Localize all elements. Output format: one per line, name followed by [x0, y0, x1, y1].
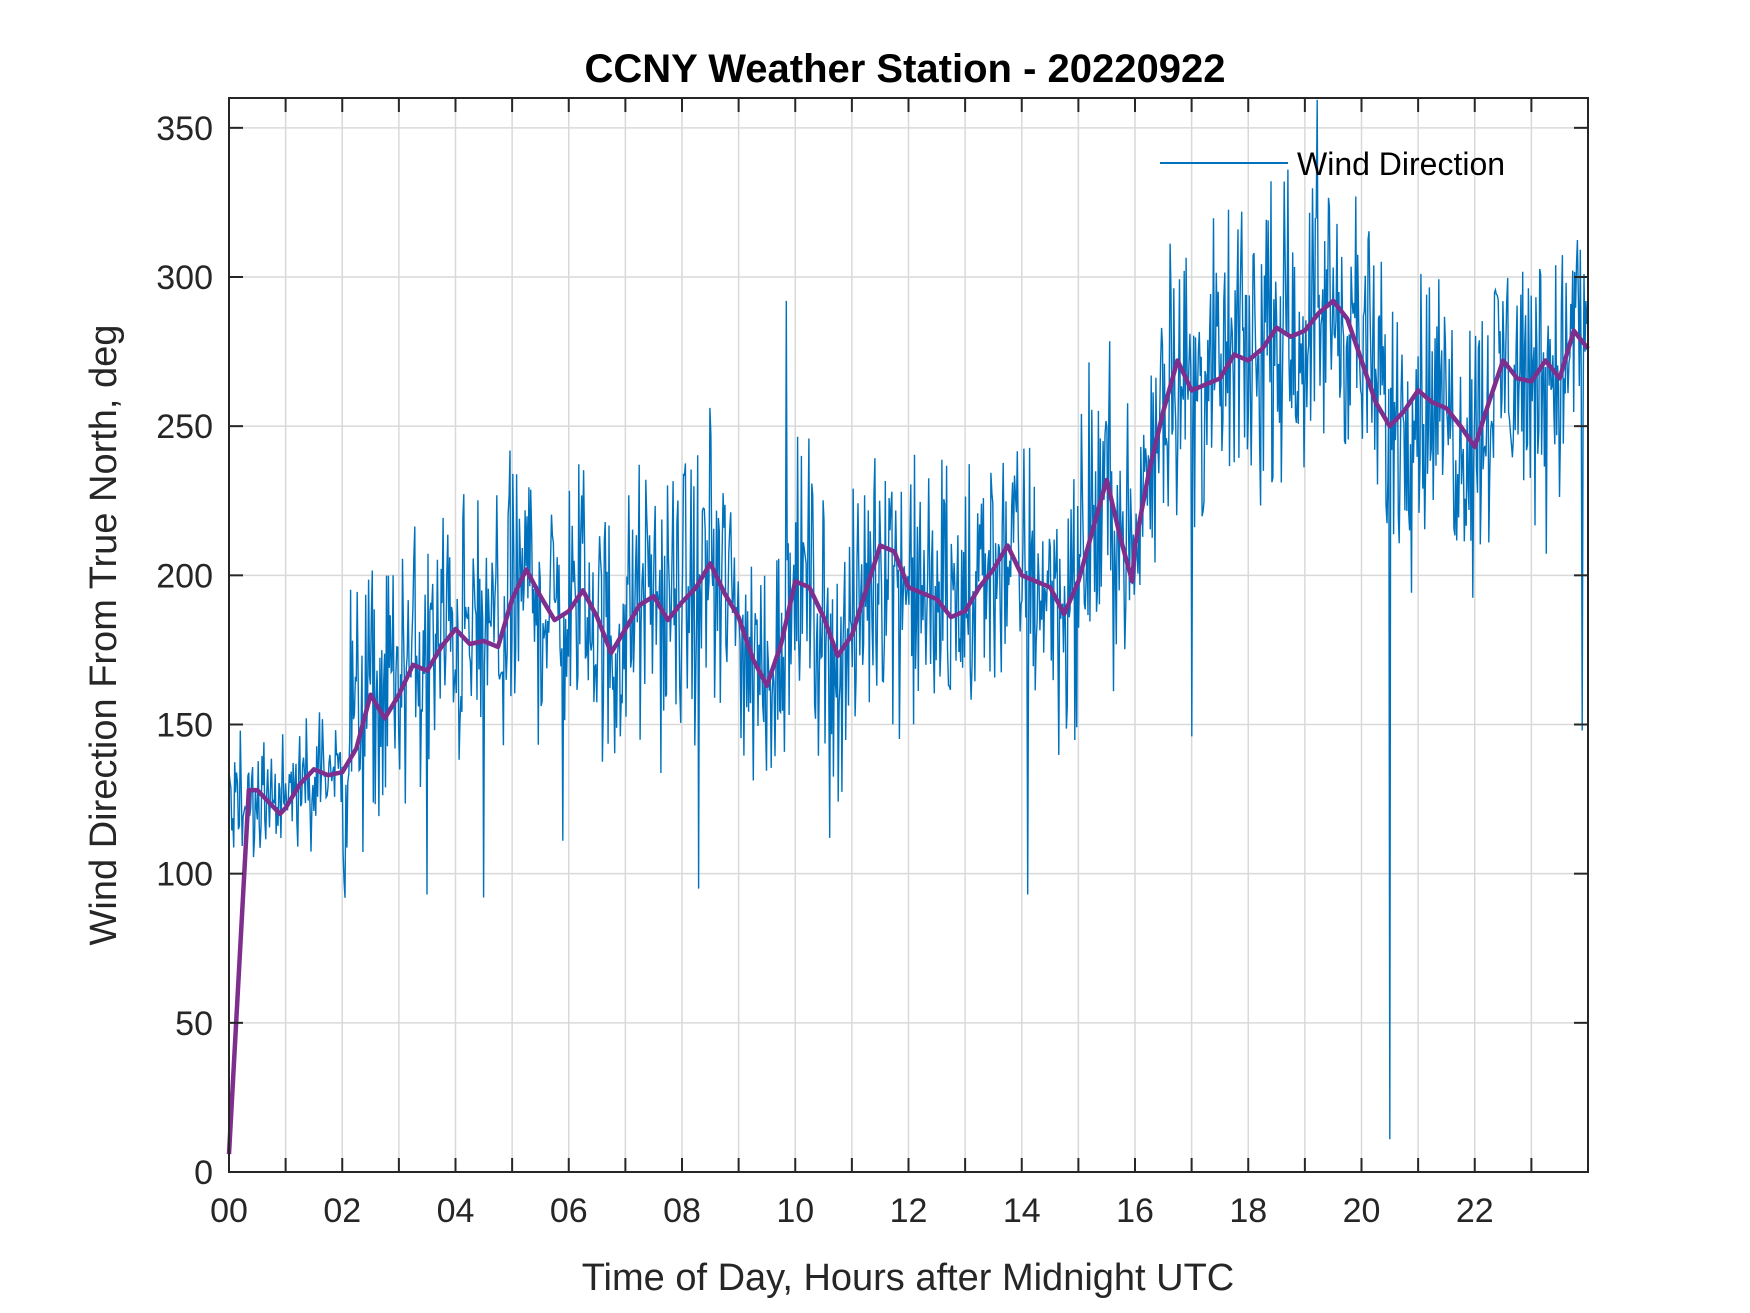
x-tick-label: 04: [437, 1192, 475, 1230]
legend-label-wind-direction: Wind Direction: [1297, 146, 1505, 182]
x-tick-label: 00: [210, 1192, 248, 1230]
x-axis-title: Time of Day, Hours after Midnight UTC: [582, 1257, 1235, 1299]
chart-title: CCNY Weather Station - 20220922: [585, 47, 1226, 91]
y-tick-label: 100: [156, 856, 213, 894]
x-tick-label: 08: [663, 1192, 701, 1230]
x-tick-label: 18: [1229, 1192, 1267, 1230]
x-tick-label: 22: [1456, 1192, 1494, 1230]
x-tick-label: 14: [1003, 1192, 1041, 1230]
x-tick-labels: 00 02 04 06 08 10 12 14 16 18 20 22: [210, 1192, 1494, 1230]
x-tick-label: 02: [323, 1192, 361, 1230]
series-smoothed-wind-direction: [226, 298, 1590, 1155]
x-tick-label: 12: [890, 1192, 928, 1230]
y-tick-label: 200: [156, 557, 213, 595]
series-wind-direction: [228, 99, 1588, 1140]
axis-ticks: [228, 98, 1588, 1173]
y-tick-label: 350: [156, 110, 213, 148]
x-tick-label: 06: [550, 1192, 588, 1230]
x-tick-label: 16: [1116, 1192, 1154, 1230]
x-tick-label: 20: [1343, 1192, 1381, 1230]
y-tick-label: 300: [156, 259, 213, 297]
series-layer: [226, 99, 1590, 1155]
y-tick-label: 0: [194, 1154, 213, 1192]
y-axis-title: Wind Direction From True North, deg: [83, 325, 125, 946]
x-tick-label: 10: [776, 1192, 814, 1230]
y-tick-label: 150: [156, 707, 213, 745]
legend: Wind Direction: [1160, 146, 1505, 182]
y-tick-label: 50: [175, 1005, 213, 1043]
y-tick-labels: 0 50 100 150 200 250 300 350: [156, 110, 213, 1192]
y-tick-label: 250: [156, 408, 213, 446]
